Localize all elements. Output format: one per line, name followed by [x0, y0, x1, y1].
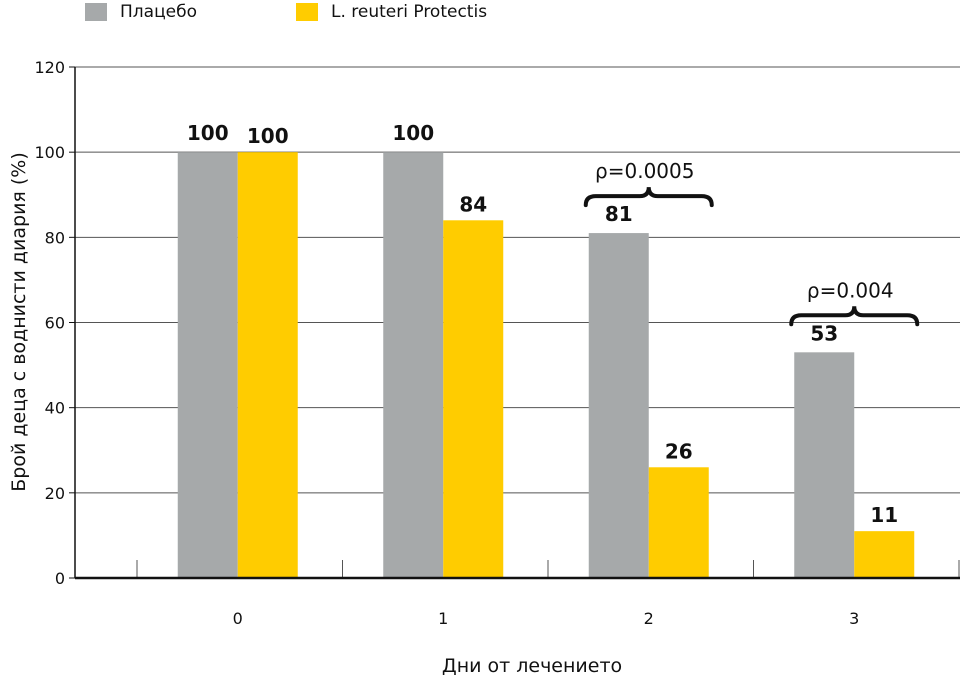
x-tick-label: 0	[233, 609, 243, 628]
legend-swatch-placebo	[85, 3, 107, 21]
bar-lreuteri-0	[237, 152, 298, 578]
data-label: 84	[459, 192, 487, 216]
y-tick-label: 0	[55, 569, 65, 588]
data-label: 100	[392, 121, 434, 145]
data-label: 100	[247, 124, 289, 148]
bar-placebo-0	[177, 152, 238, 578]
y-tick-label: 20	[45, 484, 65, 503]
y-tick-label: 60	[45, 314, 65, 333]
significance-bracket	[583, 186, 714, 208]
p-value-annotation: ρ=0.004	[807, 278, 894, 302]
p-value-annotation: ρ=0.0005	[595, 159, 694, 183]
legend-item-placebo: Плацебо	[85, 2, 197, 22]
bar-lreuteri-2	[648, 467, 709, 578]
legend-item-lreuteri: L. reuteri Protectis	[296, 2, 487, 22]
x-tick-label: 3	[849, 609, 859, 628]
y-tick-label: 80	[45, 228, 65, 247]
data-label: 26	[665, 439, 693, 463]
x-tick-label: 1	[438, 609, 448, 628]
data-label: 53	[810, 321, 838, 345]
y-tick-label: 100	[34, 143, 65, 162]
legend-swatch-lreuteri	[296, 3, 318, 21]
y-axis-label: Брой деца с воднисти диария (%)	[8, 152, 30, 492]
bar-lreuteri-3	[854, 531, 915, 578]
y-tick-label: 120	[34, 58, 65, 77]
y-tick-label: 40	[45, 399, 65, 418]
bar-placebo-3	[794, 352, 855, 578]
legend-label-placebo: Плацебо	[120, 2, 197, 22]
bar-placebo-2	[588, 233, 649, 578]
legend-label-lreuteri: L. reuteri Protectis	[331, 2, 488, 22]
x-tick-label: 2	[644, 609, 654, 628]
data-label: 11	[870, 503, 898, 527]
bar-lreuteri-1	[443, 220, 504, 579]
bar-placebo-1	[383, 152, 444, 578]
data-label: 81	[605, 202, 633, 226]
x-axis-label: Дни от лечението	[442, 655, 622, 677]
data-label: 100	[187, 121, 229, 145]
